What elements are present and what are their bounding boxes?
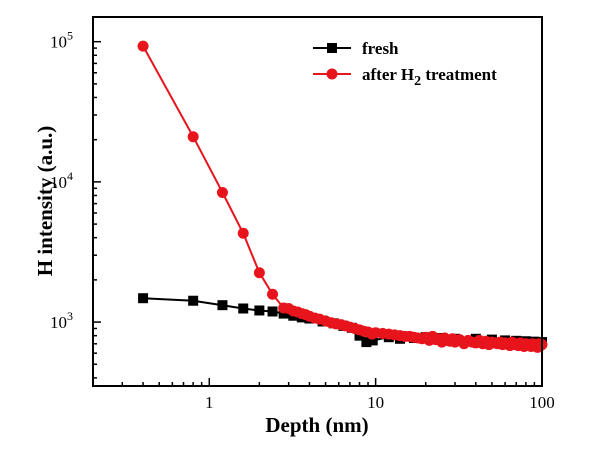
data-point-circle [253, 267, 265, 279]
legend-label-after-h2-main: after H [362, 65, 414, 84]
legend-label-after-h2-sub: 2 [414, 74, 421, 89]
legend: fresh after H2 treatment [313, 39, 497, 89]
y-axis-title: H intensity (a.u.) [33, 126, 57, 277]
data-point-square [254, 305, 265, 316]
legend-label-after-h2: after H2 treatment [362, 65, 497, 89]
y-tick-label: 104 [50, 169, 73, 192]
data-point-square [188, 295, 199, 306]
legend-label-after-h2-rest: treatment [421, 65, 497, 84]
y-tick-base: 10 [50, 173, 67, 192]
data-point-circle [137, 40, 149, 52]
x-tick-label: 10 [367, 393, 384, 412]
data-point-square [238, 303, 249, 314]
data-point-square [267, 306, 278, 317]
series-layer [137, 40, 548, 353]
y-tick-exponent: 3 [67, 309, 73, 323]
x-tick-label: 100 [529, 393, 555, 412]
y-tick-base: 10 [50, 33, 67, 52]
y-tick-label: 103 [50, 309, 73, 332]
x-tick-label: 1 [205, 393, 214, 412]
data-point-square [361, 337, 372, 348]
data-point-circle [237, 227, 249, 239]
data-point-square [138, 293, 149, 304]
legend-label-fresh: fresh [362, 39, 399, 58]
legend-marker-after-h2 [326, 68, 338, 80]
legend-marker-fresh [327, 43, 337, 53]
data-point-circle [216, 186, 228, 198]
data-point-square [217, 300, 228, 311]
y-tick-exponent: 4 [67, 169, 73, 183]
data-point-square [367, 335, 378, 346]
y-tick-base: 10 [50, 313, 67, 332]
data-point-circle [267, 288, 279, 300]
data-point-square [354, 330, 365, 341]
series-after-h2 [137, 40, 548, 353]
data-point-circle [187, 131, 199, 143]
data-point-square [278, 308, 289, 319]
y-tick-exponent: 5 [67, 29, 73, 43]
y-tick-label: 105 [50, 29, 73, 52]
x-axis-title: Depth (nm) [265, 413, 368, 437]
plot-frame [92, 16, 543, 387]
